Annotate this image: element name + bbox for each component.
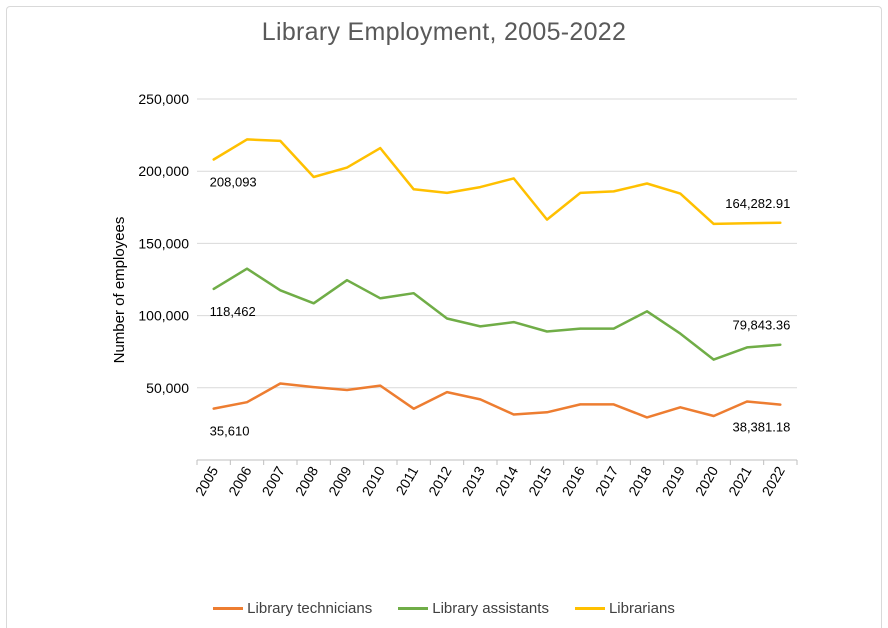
legend-swatch [398,607,429,610]
data-label: 35,610 [210,424,250,439]
data-label: 164,282.91 [725,196,790,211]
series-line [212,138,782,226]
data-label: 38,381.18 [732,420,790,435]
x-tick-label: 2007 [258,463,288,498]
chart-title: Library Employment, 2005-2022 [261,18,627,46]
x-tick-label: 2009 [325,463,355,498]
y-tick-label: 200,000 [138,163,189,179]
series-lines [212,138,782,419]
series-line [212,267,782,361]
legend-label: Library technicians [247,600,373,617]
x-tick-label: 2020 [692,463,722,498]
y-tick-label: 50,000 [146,380,189,396]
y-tick-label: 150,000 [138,235,189,251]
x-tick-label: 2006 [225,463,255,498]
legend-swatch [574,607,605,610]
x-tick-label: 2005 [192,463,222,498]
gridlines [197,98,797,389]
data-labels: 208,093 164,282.91 118,462 79,843.36 35,610 3… [210,175,791,439]
x-tick-label: 2017 [592,463,622,498]
legend-item: Librarians [574,600,675,617]
legend-label: Librarians [608,600,675,617]
x-tick-label: 2019 [658,463,688,498]
legend-item: Library technicians [213,600,372,617]
series-line [212,382,782,419]
chart-legend: Library technicians Library assistants Lib… [0,600,888,617]
data-label: 79,843.36 [732,318,790,333]
legend-label: Library assistants [432,600,549,617]
x-tick-label: 2008 [292,463,322,498]
data-label: 118,462 [210,304,256,319]
x-tick-label: 2022 [758,463,788,498]
x-tick-label: 2021 [725,463,755,498]
x-tick-label: 2012 [425,463,455,498]
x-tick-label: 2011 [392,463,421,497]
x-tick-label: 2010 [358,463,388,498]
x-tick-label: 2018 [625,463,655,498]
y-tick-label: 100,000 [138,308,189,324]
x-tick-label: 2014 [492,463,522,498]
x-tick-label: 2013 [458,463,488,498]
data-label: 208,093 [210,175,257,190]
legend-swatch [213,607,244,610]
x-tick-label: 2015 [525,463,555,498]
legend-item: Library assistants [398,600,549,617]
y-tick-label: 250,000 [138,91,189,107]
x-tick-label: 2016 [558,463,588,498]
y-axis-label: Number of employees [111,217,128,364]
